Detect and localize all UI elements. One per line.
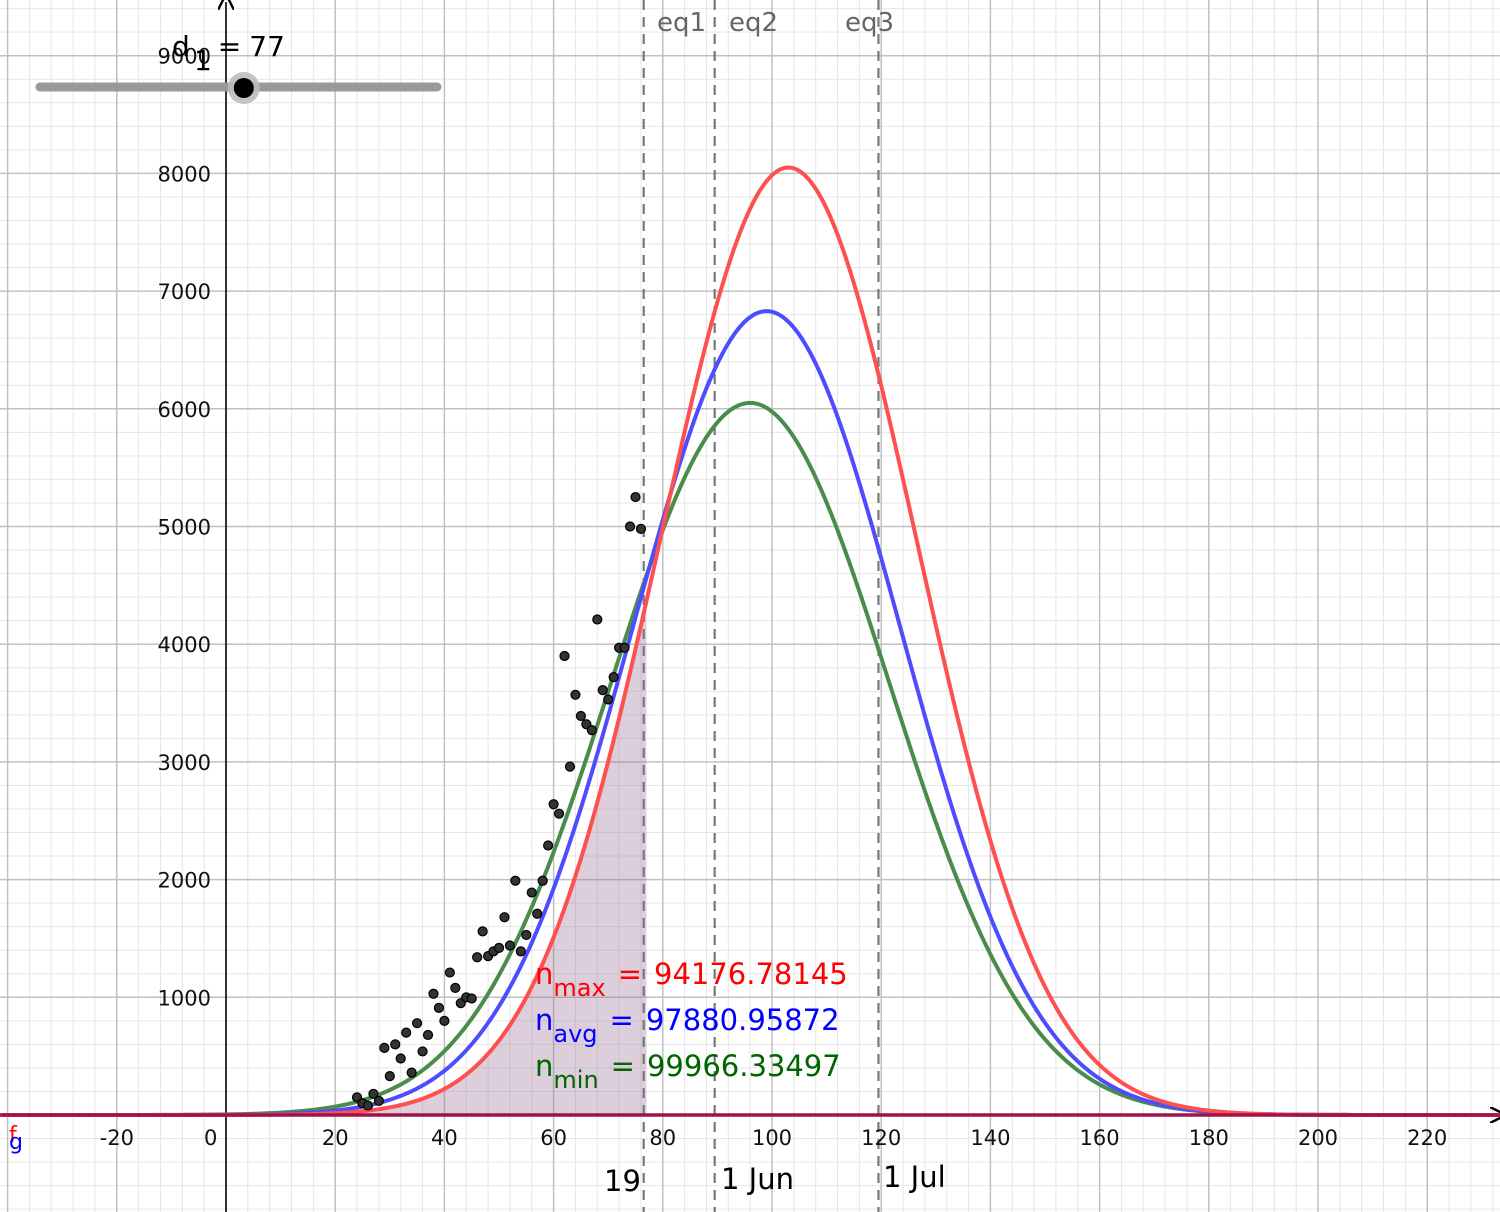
data-point: [401, 1027, 412, 1038]
date-label-19: 19: [604, 1164, 641, 1198]
data-point: [466, 993, 477, 1004]
data-point: [477, 926, 488, 937]
data-point: [444, 967, 455, 978]
vertical-reference-lines: [642, 0, 880, 1212]
data-point: [373, 1095, 384, 1106]
tick-labels: -20 0 20 40 60 80 100 120 140 160 180 200 220 1000 200…: [100, 45, 1448, 1150]
data-point: [493, 942, 505, 953]
data-point: [510, 875, 521, 886]
y-tick-label: 7000: [158, 280, 211, 304]
data-point: [608, 672, 619, 683]
shaded-area: [226, 601, 647, 1115]
d-slider[interactable]: [35, 72, 442, 104]
data-point: [515, 946, 526, 957]
f-curve-label: f: [9, 1123, 18, 1148]
data-point: [362, 1100, 374, 1111]
data-point: [624, 521, 636, 532]
y-tick-label: 2000: [158, 869, 211, 893]
data-point: [504, 940, 516, 951]
x-tick-label: 0: [204, 1126, 217, 1150]
data-point: [548, 799, 559, 810]
data-point: [597, 684, 608, 696]
eq1-label: eq1: [657, 8, 706, 38]
data-point: [368, 1088, 379, 1099]
x-tick-label: 180: [1189, 1126, 1229, 1150]
slider-label-suffix: 1: [194, 44, 212, 77]
data-point: [450, 982, 461, 993]
data-point: [422, 1029, 434, 1041]
x-tick-label: 160: [1080, 1126, 1120, 1150]
data-point: [439, 1015, 450, 1026]
data-point: [526, 887, 537, 898]
data-point: [537, 875, 548, 886]
data-point: [521, 929, 532, 941]
data-point: [412, 1018, 423, 1029]
curves: [0, 165, 1500, 1117]
slider-label: d = 77: [172, 30, 285, 63]
data-point: [390, 1039, 401, 1050]
data-point: [564, 761, 576, 772]
data-point: [428, 988, 439, 999]
data-point: [570, 689, 581, 700]
g-curve-label: g: [9, 1130, 23, 1155]
data-point: [553, 808, 565, 819]
n-min-label: nmin = 99966.33497: [535, 1049, 841, 1094]
data-point: [630, 491, 641, 503]
y-tick-label: 8000: [158, 162, 211, 186]
data-point: [619, 642, 630, 653]
data-point: [395, 1053, 406, 1064]
data-point: [575, 710, 587, 722]
eq2-label: eq2: [729, 8, 778, 38]
date-label-1-jun: 1 Jun: [721, 1162, 794, 1196]
data-point: [406, 1067, 417, 1078]
data-point: [635, 523, 647, 534]
data-points: [351, 491, 647, 1111]
data-point: [384, 1071, 395, 1082]
n-max-label: nmax = 94176.78145: [535, 957, 848, 1002]
data-point: [532, 908, 543, 919]
x-tick-label: 140: [970, 1126, 1010, 1150]
data-point: [586, 725, 597, 736]
n-avg-label: navg = 97880.95872: [535, 1003, 840, 1048]
x-tick-label: 20: [322, 1126, 349, 1150]
slider-knob[interactable]: [233, 78, 254, 98]
x-tick-label: 40: [431, 1126, 458, 1150]
eq3-label: eq3: [845, 8, 894, 38]
x-tick-label: 60: [540, 1126, 567, 1150]
y-tick-label: 5000: [158, 516, 211, 540]
data-point: [603, 694, 614, 705]
y-tick-label: 6000: [158, 398, 211, 422]
x-tick-label: 200: [1298, 1126, 1338, 1150]
y-tick-label: 3000: [158, 751, 211, 775]
data-point: [559, 650, 570, 662]
integral-shaded-region: [226, 601, 647, 1115]
data-point: [499, 912, 510, 923]
x-tick-label: 220: [1407, 1126, 1447, 1150]
date-label-1-jul: 1 Jul: [883, 1160, 946, 1194]
data-point: [543, 840, 554, 851]
x-tick-label: -20: [100, 1126, 134, 1150]
data-point: [592, 614, 603, 625]
data-point: [433, 1002, 445, 1013]
y-tick-label: 9000: [158, 45, 211, 69]
x-tick-label: 120: [861, 1126, 901, 1150]
data-point: [417, 1046, 428, 1057]
y-tick-label: 1000: [158, 986, 211, 1010]
data-point: [472, 952, 483, 963]
y-tick-label: 4000: [158, 633, 211, 657]
x-tick-label: 100: [752, 1126, 792, 1150]
x-tick-label: 80: [649, 1126, 676, 1150]
data-point: [379, 1042, 390, 1054]
